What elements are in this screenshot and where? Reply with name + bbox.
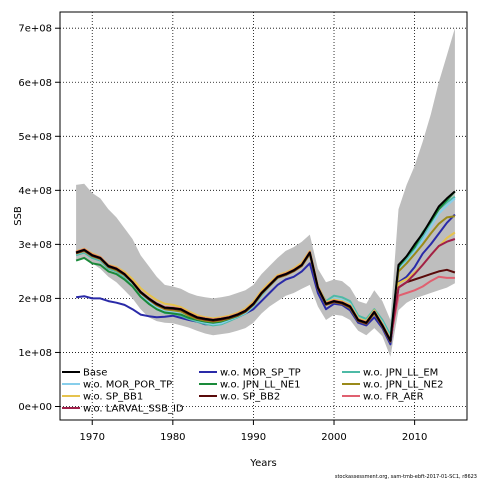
legend: Base w.o. MOR_SP_TP w.o. JPN_LL_EM w.o. MOR…	[62, 368, 444, 415]
legend-label-w-o-fr-aer: w.o. FR_AER	[363, 392, 424, 403]
x-tick-label-1970: 1970	[80, 432, 105, 443]
y-tick-label-0: 0e+00	[18, 402, 52, 413]
legend-label-w-o-mor-por-tp: w.o. MOR_POR_TP	[83, 380, 172, 391]
x-tick-label-1980: 1980	[160, 432, 185, 443]
legend-label-w-o-jpn-ll-ne2: w.o. JPN_LL_NE2	[363, 380, 444, 391]
y-tick-label-2: 2e+08	[18, 294, 52, 305]
plot-frame	[59, 11, 468, 421]
y-tick-label-7: 7e+08	[18, 24, 52, 35]
y-axis-title: SSB	[13, 206, 24, 226]
y-tick-label-5: 5e+08	[18, 132, 52, 143]
x-tick-label-2010: 2010	[402, 432, 427, 443]
legend-label-w-o-jpn-ll-ne1: w.o. JPN_LL_NE1	[220, 380, 301, 391]
confidence-band	[76, 28, 455, 357]
series-line-base	[75, 190, 456, 342]
legend-label-w-o-jpn-ll-em: w.o. JPN_LL_EM	[363, 368, 438, 379]
x-tick-label-2000: 2000	[321, 432, 346, 443]
legend-label-w-o-sp-bb2: w.o. SP_BB2	[220, 392, 280, 403]
x-axis-title: Years	[249, 458, 276, 469]
y-tick-label-1: 1e+08	[18, 348, 52, 359]
x-axis: 1970 1980 1990 2000 2010	[80, 420, 427, 443]
confidence-band-layer	[76, 28, 455, 357]
footnote: stockassessment.org, sam-tmb-ebft-2017-0…	[335, 474, 477, 480]
series-lines-layer	[75, 190, 456, 346]
legend-label-base: Base	[83, 368, 107, 379]
legend-label-w-o-larval-ssb-id: w.o. LARVAL_SSB_ID	[83, 404, 184, 415]
legend-label-w-o-mor-sp-tp: w.o. MOR_SP_TP	[220, 368, 301, 379]
y-tick-label-4: 4e+08	[18, 186, 52, 197]
x-tick-label-1990: 1990	[241, 432, 266, 443]
y-tick-label-3: 3e+08	[18, 240, 52, 251]
legend-label-w-o-sp-bb1: w.o. SP_BB1	[83, 392, 143, 403]
y-tick-label-6: 6e+08	[18, 78, 52, 89]
y-axis: 0e+00 1e+08 2e+08 3e+08 4e+08 5e+08 6e+08 7e+08	[18, 24, 60, 413]
